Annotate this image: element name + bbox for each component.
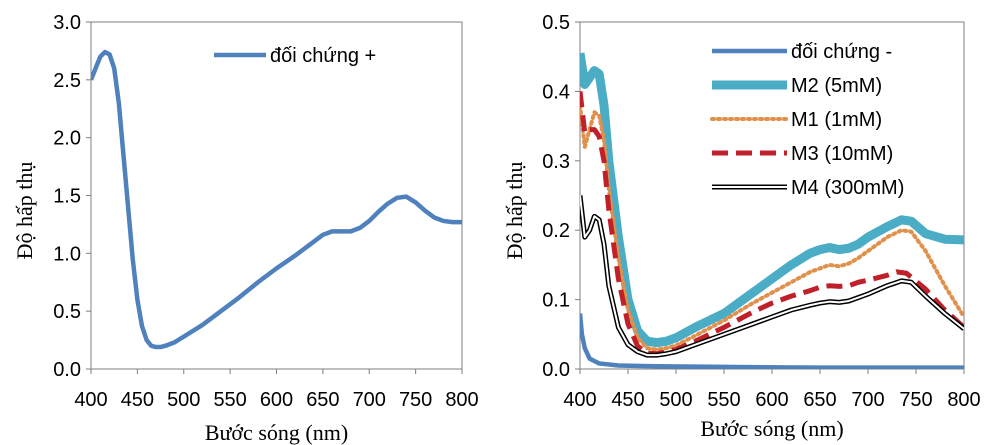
y-tick-label: 0.1: [542, 290, 570, 312]
series-line: [91, 49, 462, 350]
y-tick-label: 1.0: [53, 243, 81, 265]
x-tick-label: 800: [445, 389, 478, 411]
series-line-inner: [580, 195, 964, 357]
y-tick-label: 2.0: [53, 128, 81, 150]
y-tick-label: 2.5: [53, 70, 81, 92]
x-tick-label: 450: [121, 389, 154, 411]
legend-label: M2 (5mM): [791, 75, 882, 97]
legend-label: đối chứng +: [270, 45, 376, 67]
series-line: [580, 52, 964, 348]
y-tick-label: 0.0: [542, 359, 570, 381]
x-tick-label: 750: [899, 389, 932, 411]
y-tick-label: 0.2: [542, 220, 570, 242]
y-tick-label: 0.5: [53, 301, 81, 323]
y-tick-label: 0.5: [542, 12, 570, 34]
x-tick-label: 400: [74, 389, 107, 411]
y-tick-label: 3.0: [53, 12, 81, 34]
y-tick-label: 0.3: [542, 151, 570, 173]
chart-right: 0.0 0.1 0.2 0.3 0.4 0.5 400 450 500 550 600 650 700 7…: [502, 12, 981, 441]
series-line: [580, 103, 964, 352]
x-tick-label: 800: [947, 389, 980, 411]
series-line: [580, 313, 964, 369]
x-tick-label: 450: [611, 389, 644, 411]
x-tick-label: 650: [803, 389, 836, 411]
y-axis-title: Độ hấp thụ: [12, 162, 37, 260]
x-tick-label: 600: [260, 389, 293, 411]
legend-label: M1 (1mM): [791, 109, 882, 131]
y-tick-label: 0.4: [542, 81, 570, 103]
y-tick-label: 1.5: [53, 186, 81, 208]
legend-label: M4 (300mM): [791, 177, 904, 199]
x-tick-label: 650: [306, 389, 339, 411]
x-axis-title: Bước sóng (nm): [700, 416, 843, 441]
y-axis-title: Độ hấp thụ: [502, 162, 527, 260]
x-tick-label: 600: [755, 389, 788, 411]
y-tick-label: 0.0: [53, 359, 81, 381]
chart-left: 0.0 0.5 1.0 1.5 2.0 2.5 3.0 400 450 500 550 600 650 7…: [12, 12, 479, 445]
x-tick-label: 700: [353, 389, 386, 411]
x-tick-label: 550: [213, 389, 246, 411]
legend-label: M3 (10mM): [791, 143, 893, 165]
x-tick-label: 700: [851, 389, 884, 411]
x-axis-title: Bước sóng (nm): [205, 420, 348, 445]
x-tick-label: 500: [167, 389, 200, 411]
x-tick-label: 750: [399, 389, 432, 411]
series-line: [580, 91, 964, 357]
x-tick-label: 400: [563, 389, 596, 411]
legend-label: đối chứng -: [791, 41, 892, 63]
x-tick-label: 500: [659, 389, 692, 411]
x-tick-label: 550: [707, 389, 740, 411]
